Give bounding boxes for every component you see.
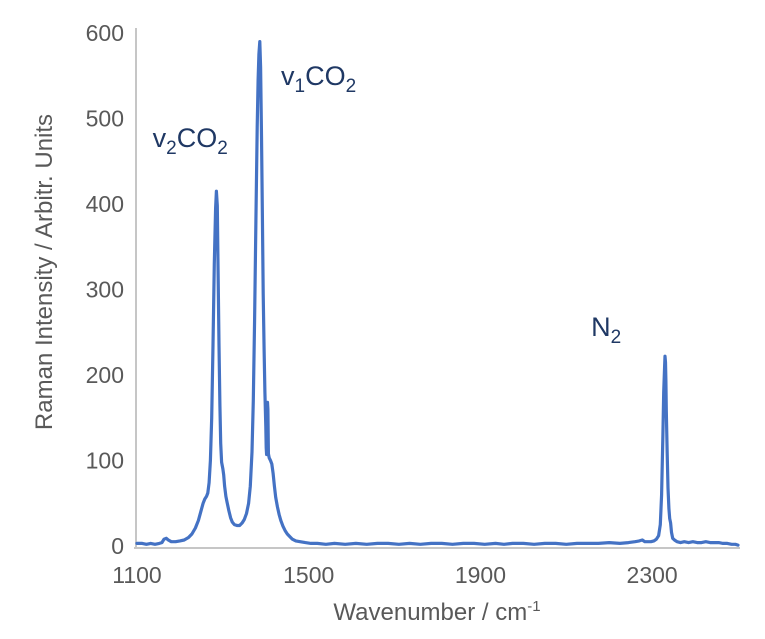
peak-annotation: N2 (591, 312, 621, 348)
y-tick-label: 400 (86, 191, 124, 217)
x-tick-label: 1900 (455, 562, 506, 588)
x-axis-tick-labels: 1100 1500 1900 2300 (112, 562, 677, 588)
x-tick-label: 1500 (283, 562, 334, 588)
spectrum-line (135, 40, 740, 547)
x-axis-title-base: Wavenumber / cm (333, 599, 527, 626)
y-axis-title: Raman Intensity / Arbitr. Units (31, 114, 58, 430)
peak-annotation: v2CO2 (153, 123, 228, 159)
y-tick-label: 500 (86, 106, 124, 132)
peak-annotation: v1CO2 (281, 61, 356, 97)
y-tick-label: 300 (86, 277, 124, 303)
y-tick-label: 200 (86, 362, 124, 388)
y-tick-label: 0 (111, 533, 124, 559)
y-axis-tick-labels: 0 100 200 300 400 500 600 (86, 20, 124, 559)
y-tick-label: 100 (86, 448, 124, 474)
spectrum-series (135, 40, 740, 547)
x-axis-title: Wavenumber / cm-1 (333, 598, 540, 626)
y-tick-label: 600 (86, 20, 124, 46)
peak-annotations: v2CO2 v1CO2 N2 (153, 61, 622, 348)
x-axis-title-superscript: -1 (527, 598, 540, 615)
x-tick-label: 2300 (627, 562, 678, 588)
x-tick-label: 1100 (112, 562, 161, 588)
